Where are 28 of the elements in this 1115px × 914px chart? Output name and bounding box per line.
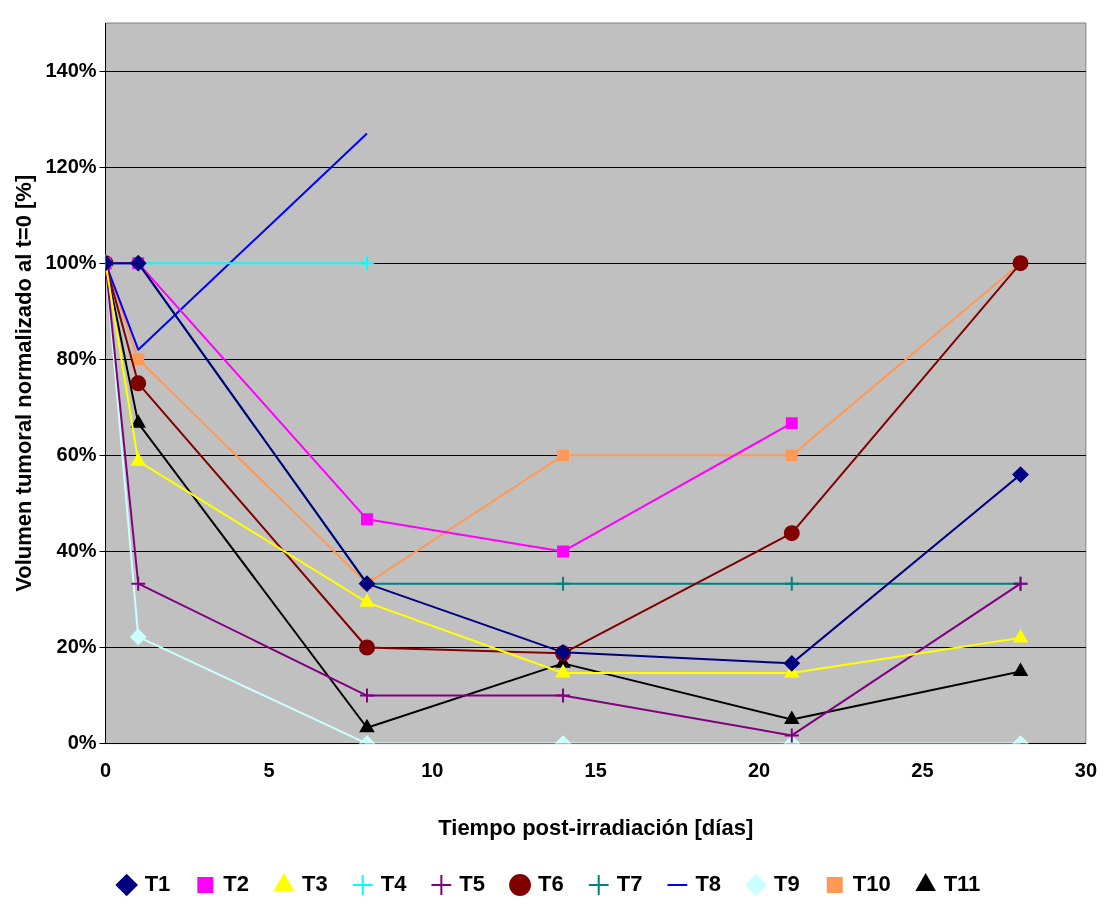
- legend-label: T10: [852, 871, 891, 897]
- legend-label: T7: [616, 871, 643, 897]
- legend-label: T9: [774, 871, 800, 897]
- y-tick-label: 60%: [56, 442, 97, 465]
- x-tick-label: 5: [263, 759, 275, 782]
- y-tick-label: 80%: [56, 346, 97, 369]
- y-tick-label: 40%: [56, 538, 97, 561]
- legend-label: T11: [943, 871, 981, 897]
- y-axis-title: Volumen tumoral normalizado al t=0 [%]: [11, 174, 37, 592]
- legend-label: T1: [144, 871, 171, 897]
- x-tick-label: 25: [911, 759, 934, 782]
- x-tick-label: 15: [584, 759, 607, 782]
- x-tick-label: 10: [421, 759, 444, 782]
- legend-label: T2: [223, 871, 250, 897]
- x-tick-label: 30: [1074, 759, 1097, 782]
- y-tick-label: 100%: [45, 250, 97, 273]
- x-tick-label: 20: [747, 759, 771, 782]
- legend-label: T6: [538, 871, 564, 897]
- x-tick-label: 0: [99, 759, 112, 782]
- legend-label: T8: [695, 871, 722, 897]
- y-tick-label: 0%: [67, 731, 97, 754]
- legend-label: T4: [380, 871, 408, 897]
- y-tick-label: 20%: [56, 635, 97, 658]
- legend-label: T3: [302, 871, 328, 897]
- y-tick-label: 140%: [45, 58, 97, 81]
- x-axis-title: Tiempo post-irradiación [días]: [438, 814, 754, 840]
- y-tick-label: 120%: [45, 154, 97, 177]
- legend-label: T5: [459, 871, 486, 897]
